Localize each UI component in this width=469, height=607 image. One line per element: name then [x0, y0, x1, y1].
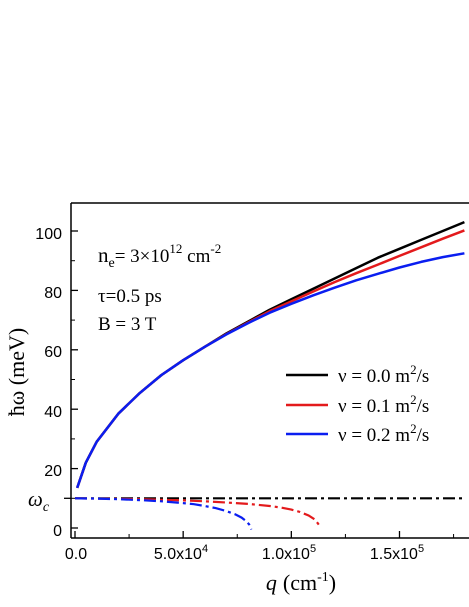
series-line-1 — [76, 229, 465, 489]
density-eq: = 3×10 — [115, 246, 170, 267]
omega-c-label: ωc — [28, 487, 50, 515]
legend-label-1-exp: 2 — [410, 392, 417, 407]
x-tick-label-1e5: 1.0x105 — [262, 543, 316, 563]
x-axis-title-unit: (cm — [283, 570, 317, 595]
x-tick-label-5e4-main: 5.0x10 — [154, 546, 202, 563]
x-axis-title: q (cm-1) — [266, 570, 336, 595]
y-tick-label-20: 20 — [44, 463, 62, 480]
y-tick-label-80: 80 — [44, 285, 62, 302]
x-axis-title-close: ) — [329, 570, 336, 595]
x-axis-title-exp: -1 — [317, 570, 329, 585]
density-unit-exp: -2 — [210, 241, 221, 256]
x-tick-label-5e4: 5.0x104 — [154, 543, 208, 563]
x-tick-label-5e4-exp: 4 — [202, 543, 208, 555]
x-tick-label-0: 0.0 — [65, 546, 87, 563]
legend-label-2-main: ν = 0.2 m — [338, 425, 410, 446]
legend-label-0-tail: /s — [417, 366, 430, 387]
tau-annotation: τ=0.5 ps — [98, 286, 162, 307]
legend-label-0-exp: 2 — [410, 362, 417, 377]
legend-label-0: ν = 0.0 m2/s — [338, 362, 429, 387]
damped-branch-1 — [74, 497, 321, 527]
legend-label-1-main: ν = 0.1 m — [338, 396, 410, 417]
y-axis-title: ħω (meV) — [4, 328, 29, 416]
x-axis-title-q: q — [266, 570, 277, 595]
x-tick-label-1.5e5-exp: 5 — [418, 543, 424, 555]
legend-label-0-main: ν = 0.0 m — [338, 366, 410, 387]
x-tick-labels: 0.0 5.0x104 1.0x105 1.5x105 — [65, 543, 424, 563]
y-tick-labels: 0 20 40 60 80 100 — [35, 226, 62, 540]
x-tick-label-1.5e5-main: 1.5x10 — [370, 546, 418, 563]
x-tick-label-1.5e5: 1.5x105 — [370, 543, 424, 563]
legend-label-1: ν = 0.1 m2/s — [338, 392, 429, 417]
density-exp: 12 — [169, 241, 182, 256]
series-line-2 — [76, 252, 465, 489]
density-unit: cm — [182, 246, 210, 267]
density-sub: e — [109, 256, 115, 271]
y-tick-label-40: 40 — [44, 404, 62, 421]
y-tick-label-60: 60 — [44, 344, 62, 361]
density-main: n — [98, 243, 109, 267]
curves — [74, 220, 465, 530]
x-tick-label-1e5-main: 1.0x10 — [262, 546, 310, 563]
x-tick-label-1e5-exp: 5 — [310, 543, 316, 555]
y-tick-label-0: 0 — [53, 523, 62, 540]
y-tick-label-100: 100 — [35, 226, 62, 243]
omega-c-main: ω — [28, 487, 43, 511]
legend: ν = 0.0 m2/s ν = 0.1 m2/s ν = 0.2 m2/s — [286, 362, 429, 446]
omega-c-sub: c — [43, 500, 50, 515]
legend-label-1-tail: /s — [417, 396, 430, 417]
ticks — [64, 230, 455, 538]
legend-label-2-tail: /s — [417, 425, 430, 446]
legend-label-2-exp: 2 — [410, 421, 417, 436]
density-annotation: ne= 3×1012 cm-2 — [98, 241, 221, 271]
damped-branch-2 — [74, 497, 253, 530]
legend-label-2: ν = 0.2 m2/s — [338, 421, 429, 446]
field-annotation: B = 3 T — [98, 314, 157, 335]
